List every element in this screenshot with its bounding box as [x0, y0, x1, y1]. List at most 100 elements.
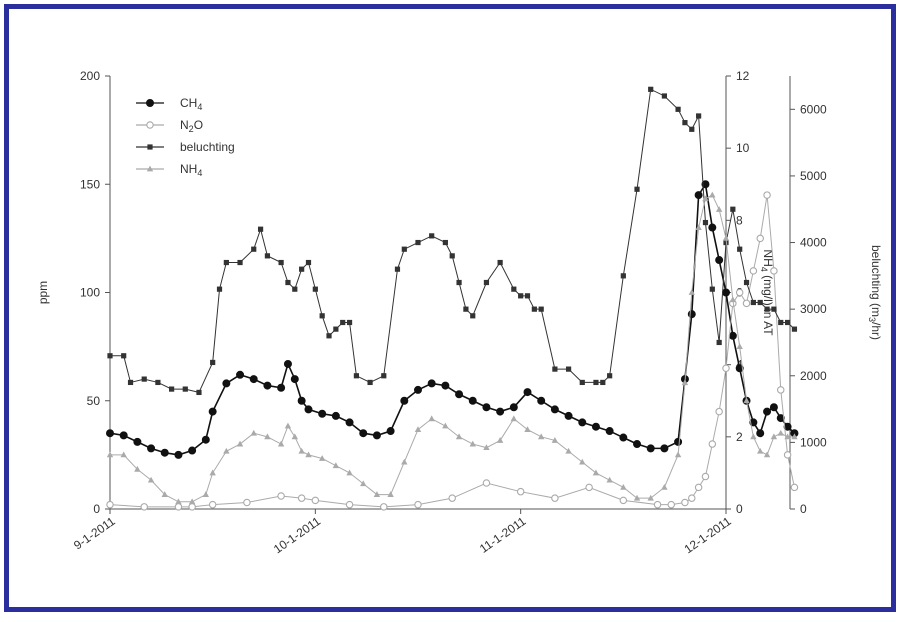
data-point-CH4: [605, 427, 614, 436]
data-point-NH4: [736, 343, 743, 350]
series-NH4: [106, 191, 798, 505]
data-point-beluchting: [661, 93, 667, 99]
data-point-CH4: [564, 411, 573, 420]
data-point-NH4: [702, 195, 709, 202]
data-point-beluchting: [648, 86, 654, 92]
data-point-beluchting: [299, 266, 305, 272]
data-point-NH4: [565, 447, 572, 454]
data-point-CH4: [359, 429, 368, 438]
data-point-beluchting: [285, 279, 291, 286]
data-point-NH4: [161, 491, 168, 497]
data-point-CH4: [174, 450, 183, 459]
data-point-N2O: [722, 364, 730, 373]
data-point-CH4: [646, 444, 655, 453]
data-point-beluchting: [216, 286, 223, 292]
data-point-N2O: [742, 299, 751, 308]
legend-marker: [146, 165, 154, 172]
data-point-N2O: [585, 483, 593, 492]
data-point-CH4: [728, 331, 737, 340]
right2-tick-label: 6000: [800, 102, 827, 116]
data-point-NH4: [551, 437, 559, 443]
right2-tick-label: 4000: [800, 236, 827, 250]
data-point-CH4: [236, 370, 245, 379]
data-point-beluchting: [381, 373, 387, 379]
data-point-N2O: [790, 483, 799, 492]
right2-axis-title-part: /hr): [869, 322, 883, 340]
data-point-CH4: [263, 381, 272, 390]
data-point-beluchting: [127, 379, 134, 386]
data-point-N2O: [140, 503, 148, 511]
legend-label: NH4: [180, 162, 202, 178]
right2-axis-title-part: 3: [867, 317, 877, 322]
data-point-N2O: [667, 500, 675, 509]
legend-label-part: beluchting: [180, 140, 235, 154]
data-point-NH4: [305, 451, 312, 458]
data-point-CH4: [537, 396, 546, 405]
data-point-beluchting: [429, 233, 435, 239]
data-point-NH4: [442, 422, 449, 429]
data-point-NH4: [236, 440, 244, 447]
data-point-NH4: [722, 234, 730, 241]
data-point-beluchting: [497, 259, 503, 266]
data-point-CH4: [550, 405, 559, 414]
legend-marker: [145, 99, 154, 108]
data-point-N2O: [715, 407, 723, 416]
data-point-NH4: [524, 426, 531, 433]
right1-tick-label: 8: [736, 213, 743, 227]
legend-marker: [147, 144, 153, 150]
data-point-CH4: [619, 433, 628, 442]
data-point-beluchting: [196, 389, 202, 396]
right1-tick-label: 10: [736, 141, 750, 155]
data-point-CH4: [119, 431, 128, 440]
data-point-NH4: [483, 444, 490, 451]
data-point-beluchting: [600, 379, 606, 386]
data-point-beluchting: [264, 253, 271, 259]
data-point-CH4: [509, 403, 518, 412]
data-point-NH4: [770, 433, 778, 440]
data-point-NH4: [428, 415, 435, 422]
right2-tick-label: 3000: [800, 302, 827, 316]
data-point-CH4: [763, 407, 772, 416]
data-point-NH4: [401, 458, 408, 465]
legend-label-part: 4: [197, 102, 202, 112]
series-beluchting: [107, 86, 798, 396]
data-point-N2O: [448, 494, 456, 502]
data-point-NH4: [688, 289, 695, 295]
data-point-CH4: [756, 429, 765, 438]
data-point-N2O: [763, 191, 771, 199]
data-point-N2O: [735, 288, 744, 297]
series-N2O: [106, 191, 799, 511]
data-point-beluchting: [442, 239, 448, 246]
data-point-N2O: [482, 479, 491, 487]
data-point-beluchting: [552, 366, 558, 372]
data-point-CH4: [591, 422, 600, 431]
data-point-beluchting: [415, 239, 421, 246]
data-point-CH4: [468, 396, 477, 405]
data-point-beluchting: [394, 266, 401, 272]
data-point-CH4: [147, 444, 156, 453]
data-point-beluchting: [565, 366, 572, 372]
data-point-NH4: [264, 433, 271, 440]
data-point-CH4: [188, 446, 197, 455]
series-CH4: [106, 180, 799, 459]
data-point-beluchting: [456, 279, 462, 286]
data-point-beluchting: [333, 326, 339, 332]
data-point-beluchting: [155, 379, 161, 386]
right2-axis-title: beluchting (m3/hr): [867, 245, 883, 340]
data-point-CH4: [201, 435, 210, 444]
right2-tick-label: 1000: [800, 435, 827, 449]
data-point-beluchting: [524, 293, 531, 299]
data-point-beluchting: [757, 299, 763, 306]
data-point-beluchting: [771, 306, 777, 312]
data-point-beluchting: [278, 259, 284, 266]
legend-label-part: N: [180, 118, 189, 132]
data-point-beluchting: [620, 273, 626, 279]
data-point-NH4: [750, 433, 757, 440]
data-point-beluchting: [743, 279, 750, 286]
data-point-NH4: [387, 491, 394, 497]
data-point-N2O: [243, 498, 251, 507]
data-point-beluchting: [141, 376, 147, 382]
data-point-CH4: [660, 444, 669, 453]
legend-label-part: O: [194, 118, 203, 132]
right2-tick-label: 5000: [800, 169, 827, 183]
